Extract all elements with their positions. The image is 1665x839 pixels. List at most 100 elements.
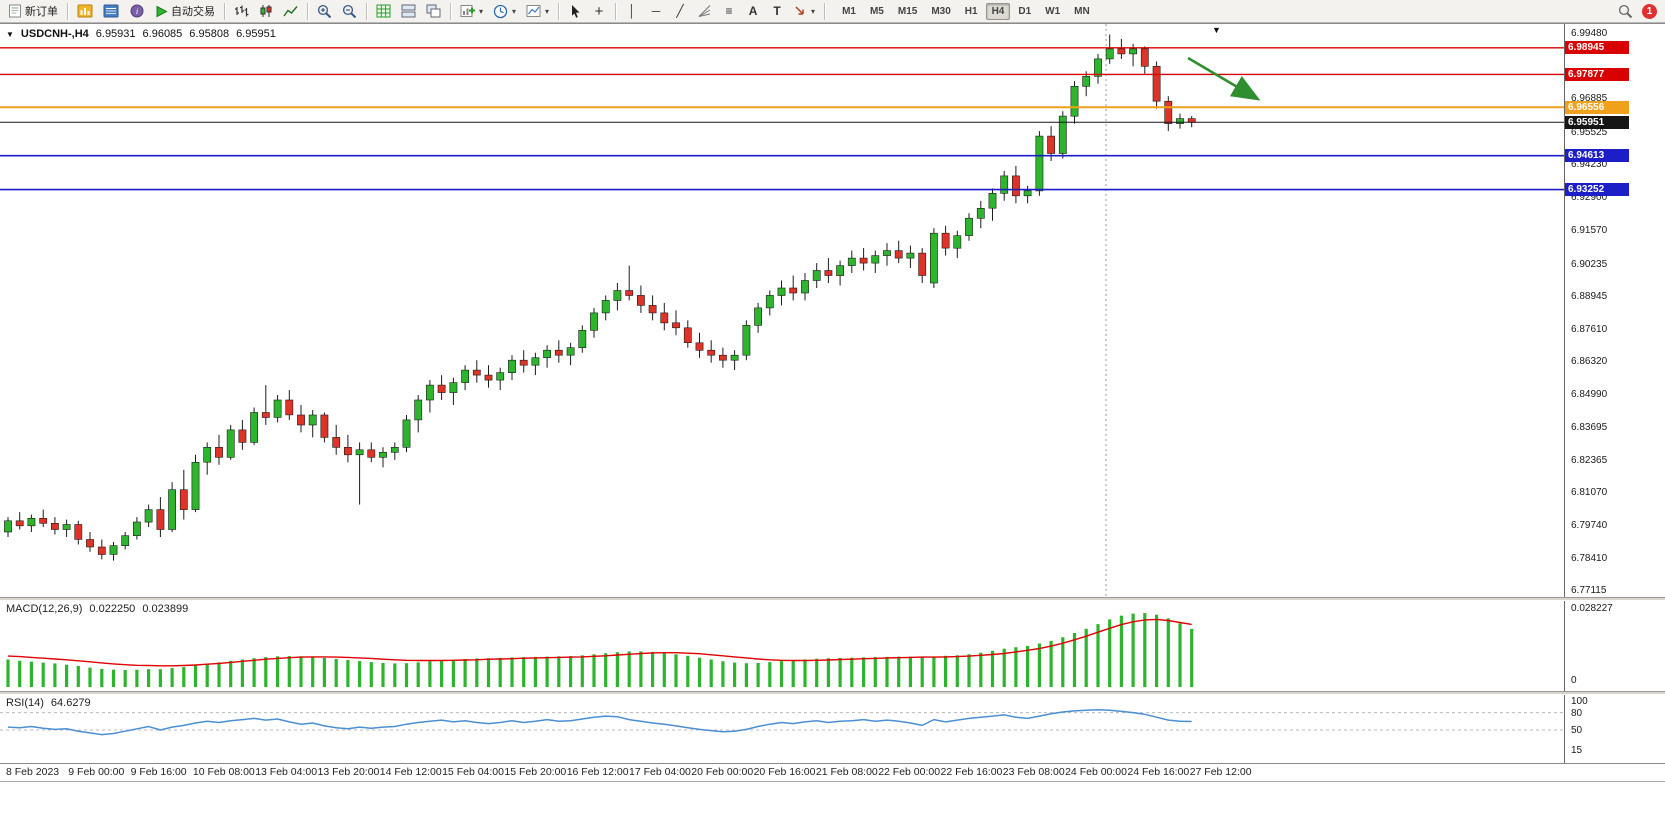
price-scale-label: 6.92900 [1571, 192, 1608, 204]
time-scale-label: 24 Feb 16:00 [1127, 766, 1190, 778]
data-window-button[interactable]: i [125, 1, 149, 21]
trendline-tool-button[interactable]: ╱ [669, 1, 691, 21]
auto-trading-label: 自动交易 [171, 6, 215, 18]
channel-tool-button[interactable]: ≡ [718, 1, 740, 21]
panel-splitter[interactable] [0, 597, 1665, 601]
line-chart-type-button[interactable] [279, 1, 302, 21]
price-scale-label: 6.84990 [1571, 389, 1608, 401]
timeframe-button-MN[interactable]: MN [1068, 3, 1096, 20]
zoom-in-button[interactable] [313, 1, 336, 21]
label-tool-icon: T [773, 4, 781, 18]
zoom-out-button[interactable] [338, 1, 361, 21]
macd-panel: MACD(12,26,9) 0.022250 0.023899 0.028227… [0, 601, 1665, 691]
ohlc-bars-icon [235, 5, 249, 17]
market-watch-button[interactable] [99, 1, 123, 21]
rsi-canvas[interactable] [0, 695, 1564, 763]
price-level-badge: 6.94613 [1565, 149, 1629, 163]
tile-horizontal-icon [401, 4, 416, 18]
market-watch-icon [103, 4, 119, 18]
toolbar-separator [307, 2, 308, 20]
price-scale-label: 6.91570 [1571, 225, 1608, 237]
text-label-tool-button[interactable]: T [766, 1, 788, 21]
channel-icon: ≡ [725, 4, 733, 18]
price-chart-canvas[interactable] [0, 24, 1564, 598]
data-window-icon: i [130, 4, 144, 18]
price-level-badge: 6.98945 [1565, 41, 1629, 55]
macd-label: MACD(12,26,9) [6, 603, 83, 615]
chart-background [0, 24, 1564, 598]
cursor-tool-button[interactable] [564, 1, 586, 21]
time-axis[interactable]: 8 Feb 2023 9 Feb 00:00 9 Feb 16:00 10 Feb 0… [0, 764, 1665, 781]
macd-axis[interactable]: 0.028227 0 [1564, 601, 1665, 691]
candlestick-chart-type-button[interactable] [255, 1, 277, 21]
timeframe-button-M15[interactable]: M15 [892, 3, 923, 20]
zoom-out-icon [342, 4, 357, 18]
cascade-windows-button[interactable] [422, 1, 445, 21]
trend-arrow-annotation[interactable] [1187, 56, 1261, 101]
clock-icon [493, 4, 508, 18]
price-axis[interactable]: 6.994806.988156.968856.955256.942306.929… [1564, 24, 1665, 598]
macd-histogram [6, 613, 1194, 688]
rsi-axis[interactable]: 100 80 50 15 [1564, 695, 1665, 763]
horizontal-line-tool-button[interactable]: ─ [645, 1, 667, 21]
time-scale-label: 20 Feb 00:00 [691, 766, 754, 778]
arrows-tool-button[interactable]: ▾ [790, 1, 819, 21]
one-click-trading-toggle[interactable]: ▼ [6, 29, 14, 39]
charts-window-button[interactable] [73, 1, 97, 21]
timeframe-button-W1[interactable]: W1 [1039, 3, 1066, 20]
rsi-header: RSI(14) 64.6279 [6, 697, 91, 709]
new-order-button[interactable]: 新订单 [4, 1, 62, 21]
crosshair-tool-button[interactable]: + [588, 1, 610, 21]
toolbar-separator [615, 2, 617, 20]
auto-trading-icon [156, 5, 168, 17]
horizontal-line-icon: ─ [651, 4, 661, 18]
search-button[interactable] [1614, 1, 1637, 21]
new-order-icon [9, 4, 21, 18]
tile-horizontal-button[interactable] [397, 1, 420, 21]
timeframe-button-M30[interactable]: M30 [925, 3, 956, 20]
rsi-scale-label: 15 [1571, 745, 1583, 757]
time-scale-label: 10 Feb 08:00 [192, 766, 255, 778]
time-scale-label: 16 Feb 12:00 [566, 766, 629, 778]
new-order-label: 新订单 [25, 6, 58, 18]
new-chart-button[interactable]: ▾ [456, 1, 487, 21]
price-chart-panel: ▼ USDCNH-,H4 6.95931 6.96085 6.95808 6.9… [0, 23, 1665, 598]
panel-splitter[interactable] [0, 691, 1665, 695]
vertical-line-tool-button[interactable]: │ [621, 1, 643, 21]
fibonacci-icon [698, 5, 711, 17]
low-value: 6.95808 [189, 28, 230, 40]
time-scale-label: 17 Feb 04:00 [629, 766, 691, 778]
scroll-anchor-icon[interactable]: ▼ [1212, 25, 1221, 35]
notification-badge[interactable]: 1 [1642, 3, 1657, 19]
periods-button[interactable]: ▾ [489, 1, 520, 21]
template-caret-icon: ▾ [545, 6, 550, 16]
charts-window-icon [77, 4, 93, 18]
toolbar-separator [450, 2, 451, 20]
timeframe-button-H1[interactable]: H1 [959, 3, 984, 20]
price-scale-label: 6.81070 [1571, 486, 1608, 498]
timeframe-button-D1[interactable]: D1 [1012, 3, 1037, 20]
bar-chart-type-button[interactable] [230, 1, 253, 21]
timeframe-button-M5[interactable]: M5 [864, 3, 890, 20]
cascade-windows-icon [426, 4, 441, 18]
rsi-line [7, 708, 1192, 736]
tile-windows-button[interactable] [372, 1, 395, 21]
chart-template-button[interactable]: ▾ [522, 1, 553, 21]
macd-main-value: 0.022250 [89, 603, 136, 615]
auto-trading-button[interactable]: 自动交易 [151, 1, 219, 21]
macd-signal-line [7, 618, 1192, 667]
open-value: 6.95931 [95, 28, 136, 40]
time-scale-label: 15 Feb 20:00 [504, 766, 567, 778]
text-tool-button[interactable]: A [742, 1, 764, 21]
fibonacci-tool-button[interactable] [693, 1, 716, 21]
periods-caret-icon: ▾ [512, 6, 517, 16]
time-scale-label: 13 Feb 04:00 [255, 766, 318, 778]
rsi-label: RSI(14) [6, 697, 44, 709]
timeframe-button-H4[interactable]: H4 [985, 2, 1011, 20]
macd-axis-zero: 0 [1571, 675, 1577, 686]
time-scale-label: 9 Feb 00:00 [68, 766, 125, 778]
toolbar-separator [67, 2, 68, 20]
macd-canvas[interactable] [0, 601, 1564, 691]
timeframe-button-M1[interactable]: M1 [836, 3, 862, 20]
macd-signal-value: 0.023899 [142, 603, 189, 615]
